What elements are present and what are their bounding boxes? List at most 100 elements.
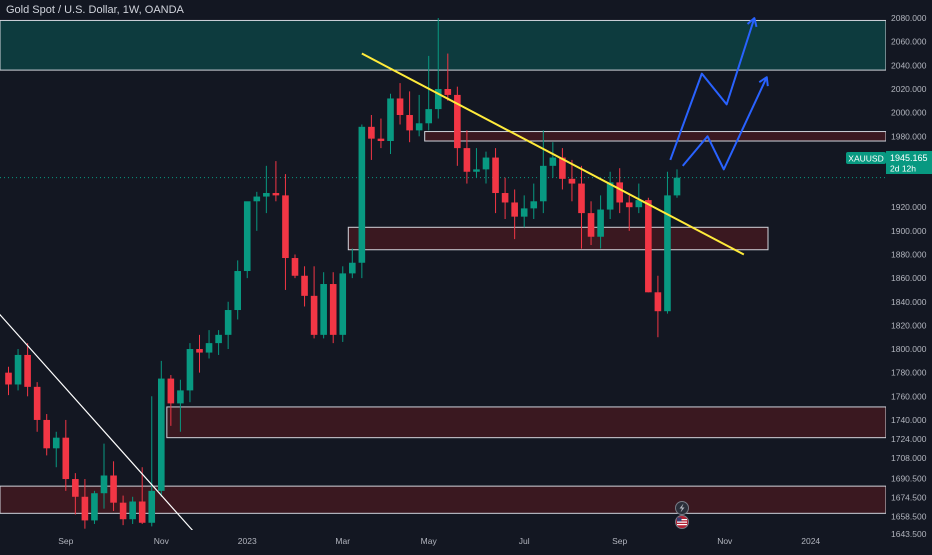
time-tick-label: Nov (154, 536, 170, 546)
marker-layer (675, 501, 689, 529)
candle-body (444, 89, 452, 95)
price-axis-background[interactable] (886, 0, 932, 550)
candle-body (272, 193, 280, 196)
candle-body (616, 182, 623, 203)
candle-body (119, 502, 127, 520)
candle (673, 169, 681, 198)
candle (310, 266, 318, 339)
price-axis[interactable]: 2080.000 2060.000 2040.000 2020.000 2000.000… (891, 13, 927, 539)
candle (396, 83, 404, 125)
candle-body (406, 115, 413, 131)
candle (473, 148, 480, 178)
candle-body (415, 123, 423, 131)
countdown-label: 2d 12h (890, 164, 916, 174)
candle (215, 330, 222, 355)
zone-demand-1[interactable] (424, 131, 887, 142)
descending-trendline[interactable] (361, 52, 745, 256)
candle (654, 275, 662, 338)
candle-body (43, 419, 50, 449)
candle-body (358, 126, 366, 263)
candle (463, 130, 471, 184)
price-label: 1945.165 (890, 153, 928, 163)
projection-path-1[interactable] (669, 17, 756, 161)
candle-body (597, 209, 604, 237)
candle-body (625, 202, 633, 208)
projection-layer (669, 17, 769, 171)
candle (301, 266, 308, 307)
candle (425, 55, 432, 131)
zone-demand-3[interactable] (166, 406, 887, 439)
time-axis-background[interactable] (0, 530, 932, 550)
candle (33, 382, 41, 432)
candle-body (664, 195, 671, 312)
candle-body (520, 208, 528, 217)
candle-body (540, 165, 547, 202)
candle (177, 379, 184, 432)
price-tick-label: 1760.000 (891, 391, 927, 401)
candle-body (301, 275, 308, 296)
candle-body (148, 490, 156, 523)
us-flag-icon[interactable] (675, 515, 689, 529)
candle-body (511, 202, 518, 217)
price-tick-label: 1920.000 (891, 202, 927, 212)
candle (559, 148, 566, 190)
lightning-icon[interactable] (675, 501, 689, 515)
projection-arrowhead-2 (758, 76, 769, 87)
price-tag: XAUUSD 1945.165 2d 12h (846, 151, 932, 174)
candle (272, 161, 280, 202)
candle-body (654, 292, 662, 312)
price-tick-label: 1880.000 (891, 249, 927, 259)
symbol-label: XAUUSD (848, 154, 883, 164)
candle-body (129, 501, 136, 520)
candle-body (186, 349, 194, 391)
time-axis[interactable]: Sep Nov 2023 Mar May Jul Sep Nov 2024 (58, 536, 820, 546)
zone-demand-2[interactable] (347, 226, 769, 251)
candle-body (463, 148, 471, 172)
candle (549, 142, 557, 178)
candle (339, 266, 347, 342)
candle-body (110, 475, 117, 503)
candle (167, 375, 175, 426)
candle-body (349, 262, 356, 274)
candle (52, 431, 60, 468)
candle-body (492, 157, 499, 194)
candle-body (606, 182, 614, 210)
candle (645, 197, 652, 293)
candle-body (454, 94, 461, 149)
candle (520, 195, 528, 228)
candle (329, 272, 337, 344)
time-tick-label: May (421, 536, 438, 546)
candle-body (578, 183, 585, 214)
projection-path-2[interactable] (681, 76, 768, 171)
candle-body (473, 169, 480, 172)
price-tick-label: 1840.000 (891, 297, 927, 307)
candle-body (368, 126, 375, 139)
old-trendline[interactable] (0, 313, 200, 539)
trendline-layer (0, 52, 745, 539)
candle-body (234, 271, 241, 311)
candle-body (530, 201, 538, 209)
candle (62, 419, 70, 491)
candle (606, 171, 614, 220)
candle-body (568, 178, 576, 184)
price-tick-label: 1643.500 (891, 529, 927, 539)
candle (587, 201, 595, 246)
candle-body (377, 138, 385, 142)
candle (568, 159, 576, 202)
candle (14, 349, 22, 391)
price-tick-label: 2060.000 (891, 37, 927, 47)
candle-body (81, 496, 89, 521)
candle (377, 118, 385, 149)
candle-body (91, 493, 98, 521)
candle (243, 201, 251, 279)
candle-body (167, 378, 175, 404)
zone-supply-0[interactable] (0, 19, 887, 71)
candle (158, 360, 165, 497)
chart-title: Gold Spot / U.S. Dollar, 1W, OANDA (6, 4, 184, 16)
candle (664, 171, 671, 314)
candle (415, 94, 423, 137)
candle (349, 248, 356, 279)
time-tick-label: Nov (717, 536, 733, 546)
